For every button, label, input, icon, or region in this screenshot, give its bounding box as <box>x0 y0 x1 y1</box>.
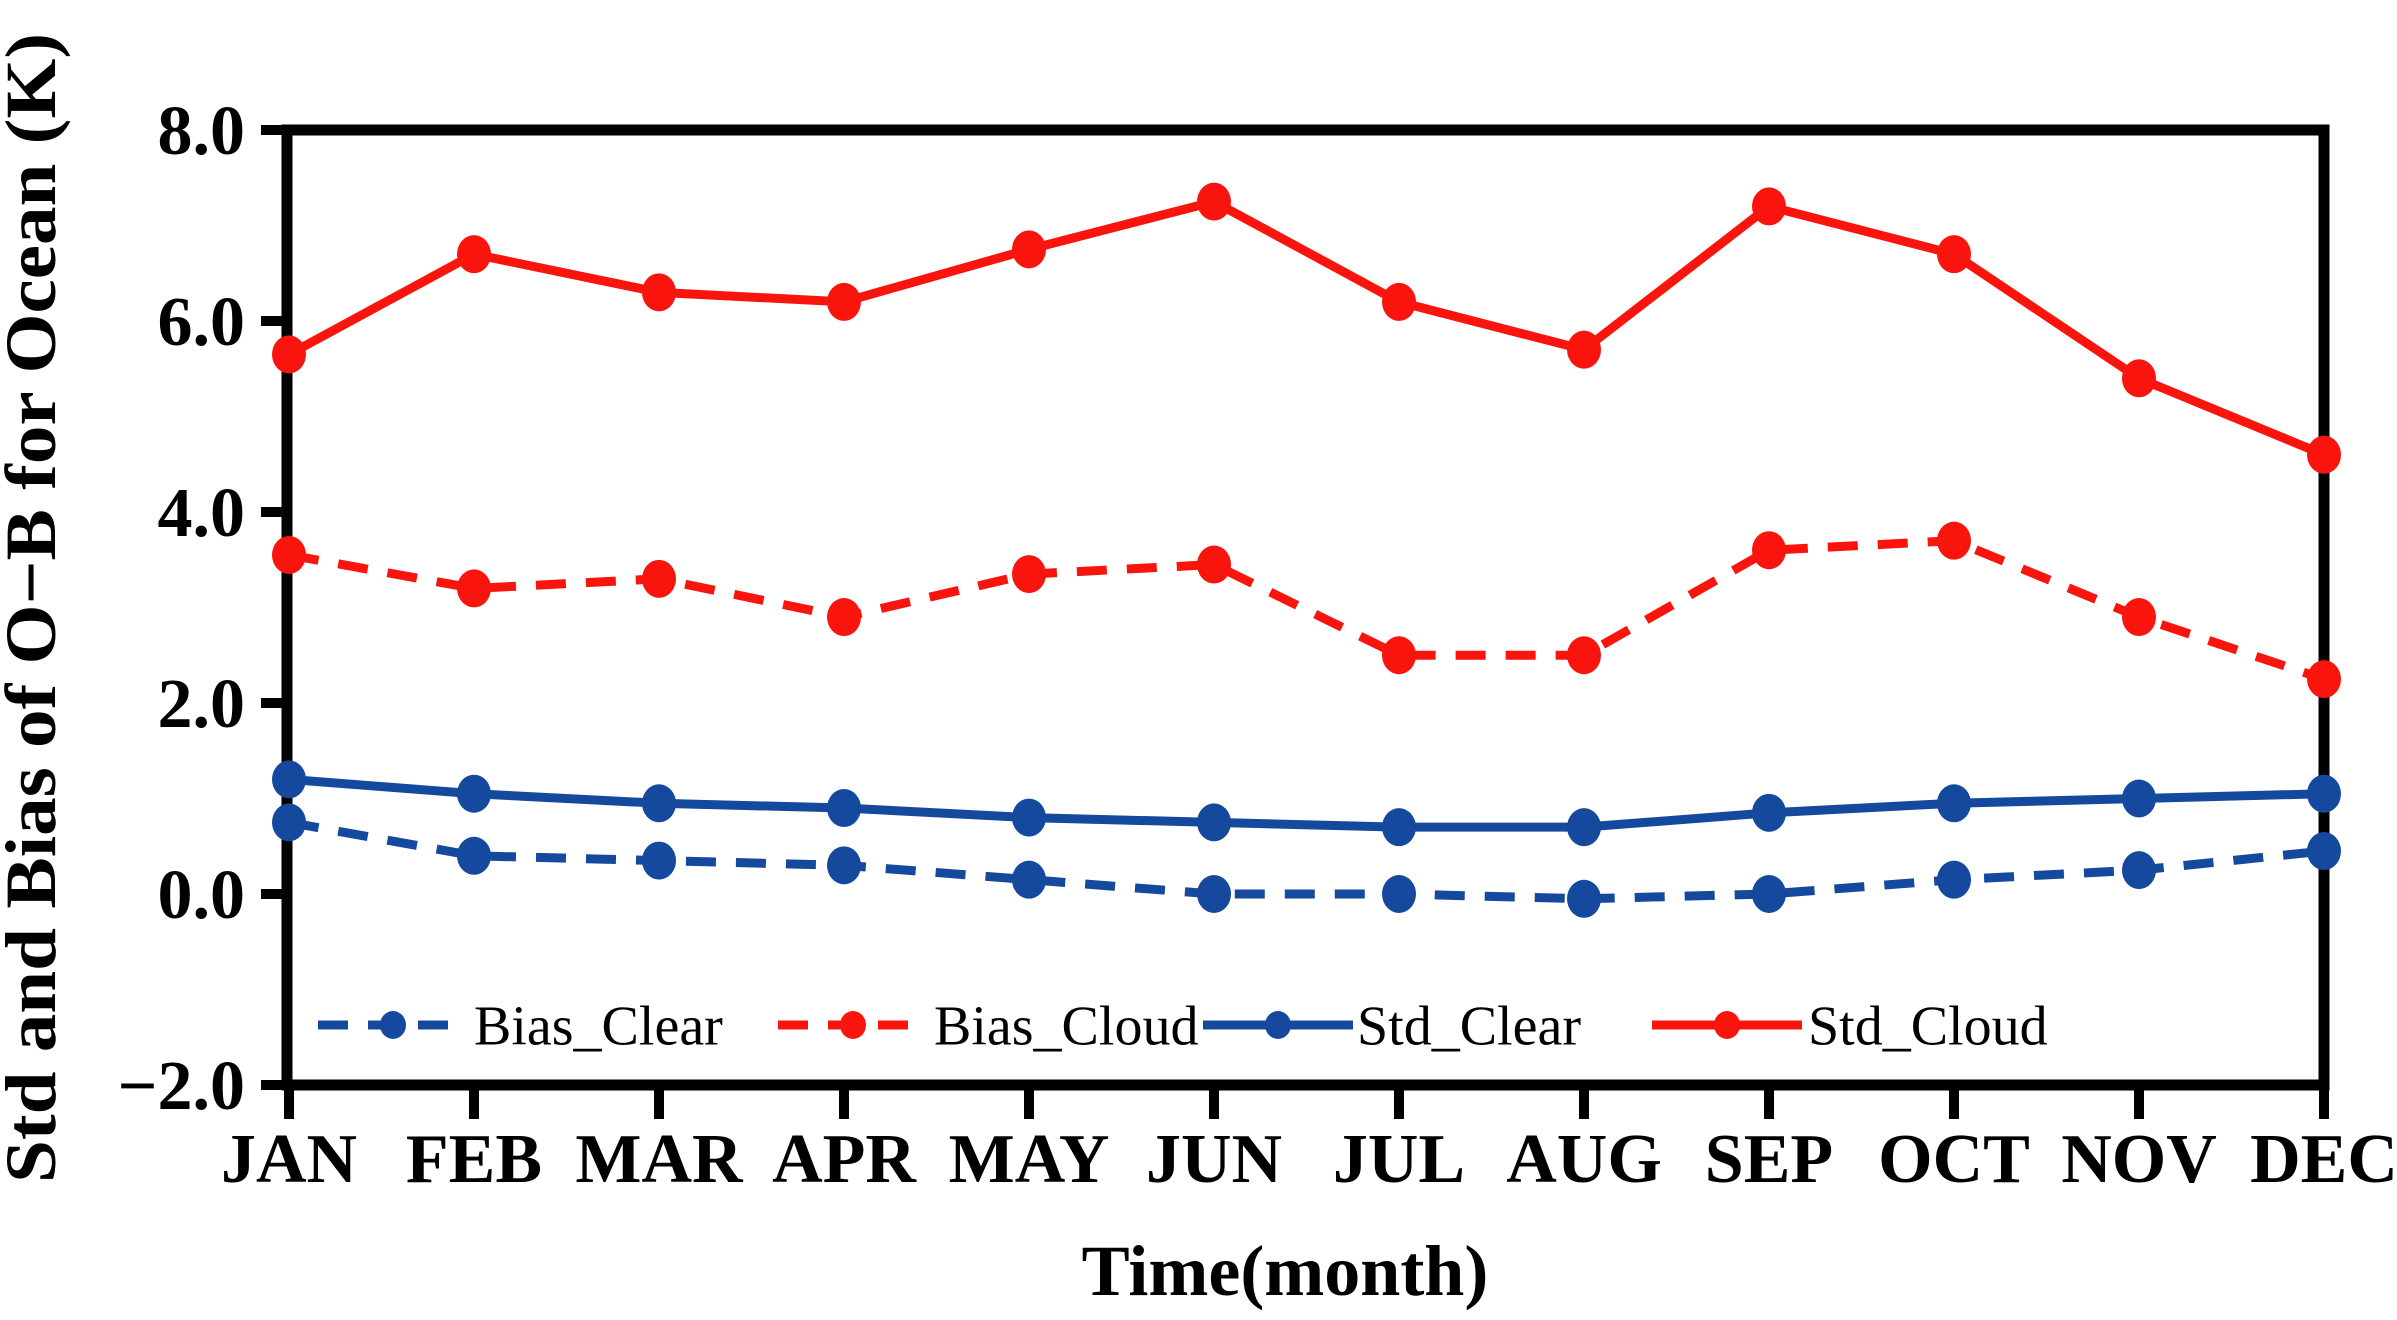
legend-sample-marker <box>1265 1011 1291 1039</box>
data-point-marker-bias_cloud <box>2122 598 2156 637</box>
y-tick-label: 0.0 <box>158 857 246 934</box>
data-point-marker-std_clear <box>2307 774 2341 813</box>
x-tick-label: JUL <box>1333 1121 1465 1198</box>
data-point-marker-std_cloud <box>2122 359 2156 398</box>
y-tick-label: 4.0 <box>158 475 246 552</box>
data-point-marker-bias_clear <box>2307 832 2341 871</box>
data-point-marker-std_clear <box>2122 779 2156 818</box>
x-axis-title: Time(month) <box>1082 1231 1489 1311</box>
data-point-marker-bias_cloud <box>2307 660 2341 699</box>
legend-label: Std_Cloud <box>1808 996 2048 1058</box>
legend: Bias_Clear Bias_Cloud Std_Clear Std_Cloud <box>318 996 2048 1058</box>
data-point-marker-std_clear <box>642 784 676 823</box>
x-tick-label: MAY <box>949 1121 1110 1198</box>
data-point-marker-bias_clear <box>642 841 676 880</box>
x-tick-label: OCT <box>1878 1121 2030 1198</box>
data-point-marker-bias_cloud <box>1012 555 1046 594</box>
data-point-marker-std_cloud <box>1937 235 1971 274</box>
x-tick-label: DEC <box>2250 1121 2397 1198</box>
x-axis-ticks: JAN FEB MAR APR MAY JUN JUL AUG SEP OCT NOV DEC <box>221 1085 2397 1198</box>
data-point-marker-std_cloud <box>1197 182 1231 221</box>
data-point-marker-std_cloud <box>1012 230 1046 269</box>
data-point-marker-bias_cloud <box>827 598 861 637</box>
data-point-marker-std_clear <box>1567 808 1601 847</box>
data-point-marker-bias_clear <box>2122 851 2156 890</box>
legend-label: Bias_Cloud <box>934 996 1198 1058</box>
data-point-marker-std_clear <box>272 760 306 799</box>
series-line-bias_clear <box>288 817 2325 904</box>
series-lines <box>272 182 2341 918</box>
data-point-marker-bias_clear <box>1382 875 1416 913</box>
plot-border <box>281 124 2330 1091</box>
data-point-marker-std_cloud <box>272 335 306 374</box>
x-tick-label: JAN <box>221 1121 357 1198</box>
x-tick-label: AUG <box>1506 1121 1662 1198</box>
data-point-marker-std_cloud <box>2307 435 2341 474</box>
data-point-marker-bias_cloud <box>1382 636 1416 675</box>
data-point-marker-bias_clear <box>1567 879 1601 918</box>
data-point-marker-std_clear <box>1937 784 1971 823</box>
data-point-marker-std_cloud <box>1567 330 1601 369</box>
data-point-marker-bias_clear <box>827 846 861 885</box>
x-tick-label: FEB <box>406 1121 542 1198</box>
y-tick-label: 8.0 <box>158 93 246 170</box>
data-point-marker-std_cloud <box>1752 187 1786 226</box>
legend-label: Bias_Clear <box>474 996 723 1058</box>
legend-sample-marker <box>1714 1011 1740 1039</box>
y-axis-ticks: 8.0 6.0 4.0 2.0 0.0 −2.0 <box>118 93 287 1125</box>
legend-item-bias_clear: Bias_Clear <box>318 996 723 1058</box>
y-tick-label: −2.0 <box>118 1048 245 1125</box>
data-point-marker-bias_clear <box>1937 860 1971 899</box>
data-point-marker-bias_cloud <box>1567 636 1601 675</box>
data-point-marker-std_clear <box>827 789 861 828</box>
data-point-marker-std_clear <box>457 774 491 813</box>
x-tick-label: APR <box>772 1121 917 1198</box>
x-tick-label: MAR <box>575 1121 744 1198</box>
data-point-marker-std_clear <box>1752 793 1786 832</box>
x-tick-label: SEP <box>1705 1121 1833 1198</box>
data-point-marker-bias_cloud <box>1937 521 1971 560</box>
x-tick-label: JUN <box>1146 1121 1282 1198</box>
legend-sample-marker <box>380 1011 406 1039</box>
y-axis-title: Std and Bias of O−B for Ocean (K) <box>0 33 71 1183</box>
data-point-marker-std_clear <box>1382 808 1416 847</box>
series-line-std_clear <box>288 774 2325 832</box>
data-point-marker-bias_clear <box>457 836 491 875</box>
data-point-marker-std_cloud <box>1382 282 1416 321</box>
data-point-marker-std_cloud <box>457 235 491 274</box>
data-point-marker-bias_cloud <box>272 535 306 574</box>
data-point-marker-bias_clear <box>1012 860 1046 899</box>
data-point-marker-bias_clear <box>1197 875 1231 913</box>
data-point-marker-std_clear <box>1012 798 1046 837</box>
legend-sample-marker <box>840 1011 866 1039</box>
series-line-std_cloud <box>286 196 2326 459</box>
data-point-marker-bias_cloud <box>642 559 676 598</box>
x-tick-label: NOV <box>2061 1121 2217 1198</box>
y-tick-label: 2.0 <box>158 666 246 743</box>
data-point-marker-std_cloud <box>827 282 861 321</box>
data-point-marker-bias_clear <box>272 803 306 842</box>
legend-item-std_clear: Std_Clear <box>1203 996 1581 1058</box>
data-point-marker-std_cloud <box>642 273 676 312</box>
data-point-marker-bias_clear <box>1752 875 1786 913</box>
data-point-marker-bias_cloud <box>1752 531 1786 570</box>
legend-item-std_cloud: Std_Cloud <box>1652 996 2048 1058</box>
y-tick-label: 6.0 <box>158 284 246 361</box>
data-point-marker-bias_cloud <box>1197 545 1231 584</box>
legend-item-bias_cloud: Bias_Cloud <box>778 996 1198 1058</box>
data-point-marker-std_clear <box>1197 803 1231 842</box>
legend-label: Std_Clear <box>1357 996 1581 1058</box>
series-line-bias_cloud <box>288 536 2326 684</box>
data-point-marker-bias_cloud <box>457 569 491 608</box>
